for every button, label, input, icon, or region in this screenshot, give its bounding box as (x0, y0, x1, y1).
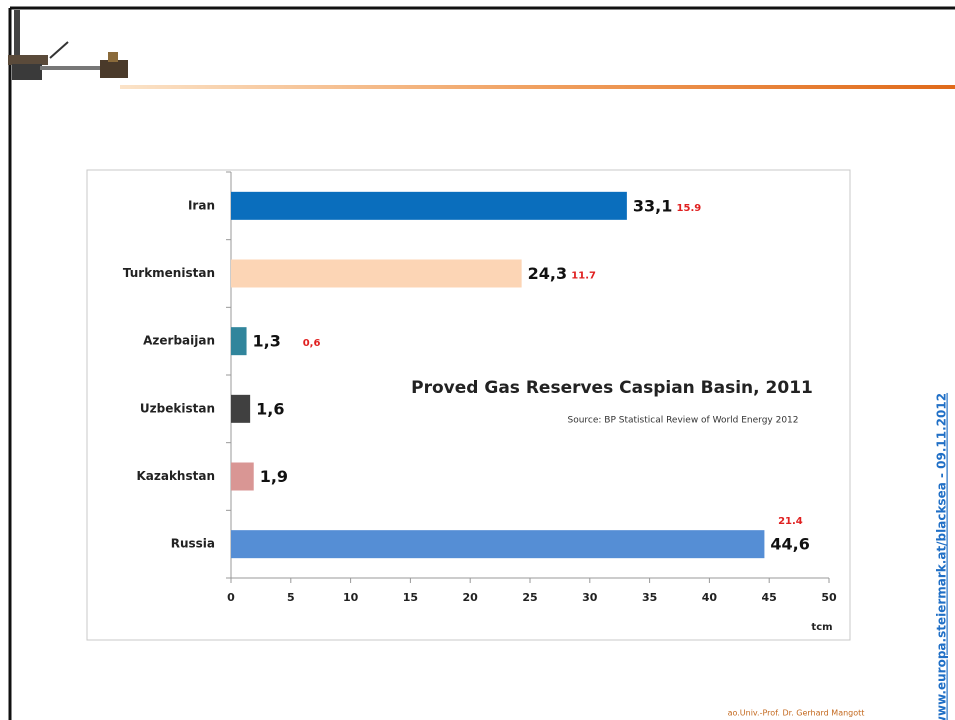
y-tick-label: Azerbaijan (143, 334, 215, 348)
x-tick-label: 45 (762, 591, 777, 604)
x-tick-label: 40 (702, 591, 718, 604)
bar (231, 327, 247, 356)
bar (231, 259, 522, 288)
x-tick-label: 30 (582, 591, 598, 604)
bar (231, 530, 765, 559)
y-tick-label: Russia (171, 537, 215, 551)
value-label: 33,1 (633, 196, 672, 215)
footer: ao.Univ.-Prof. Dr. Gerhard Mangott (728, 709, 865, 718)
bar (231, 191, 627, 220)
annotation: 11.7 (571, 271, 596, 282)
x-tick-label: 35 (642, 591, 657, 604)
bar (231, 394, 251, 423)
annotation: 21.4 (778, 516, 803, 527)
x-tick-label: 25 (522, 591, 537, 604)
chart-source: Source: BP Statistical Review of World E… (567, 416, 798, 426)
annotation: 0,6 (303, 338, 321, 349)
y-tick-label: Turkmenistan (123, 266, 215, 280)
x-tick-label: 15 (403, 591, 418, 604)
value-label: 1,3 (253, 332, 281, 351)
value-label: 1,9 (260, 467, 288, 486)
y-tick-label: Iran (188, 198, 215, 212)
chart-frame (86, 169, 851, 641)
x-tick-label: 10 (343, 591, 359, 604)
x-tick-label: 5 (287, 591, 295, 604)
side-link[interactable]: www.europa.steiermark.at/blacksea - 09.1… (935, 393, 949, 720)
value-label: 44,6 (770, 535, 809, 554)
x-tick-label: 0 (227, 591, 235, 604)
x-axis-label: tcm (811, 622, 832, 633)
value-label: 24,3 (528, 264, 567, 283)
header-logo (8, 10, 128, 80)
x-tick-label: 50 (821, 591, 837, 604)
bar (231, 462, 254, 491)
x-tick-label: 20 (463, 591, 479, 604)
y-tick-label: Kazakhstan (136, 469, 215, 483)
chart-title: Proved Gas Reserves Caspian Basin, 2011 (411, 378, 813, 398)
slide-frame (8, 6, 955, 720)
value-label: 1,6 (256, 399, 284, 418)
y-tick-label: Uzbekistan (140, 401, 215, 415)
header-rule (120, 85, 955, 89)
annotation: 15.9 (677, 203, 702, 214)
